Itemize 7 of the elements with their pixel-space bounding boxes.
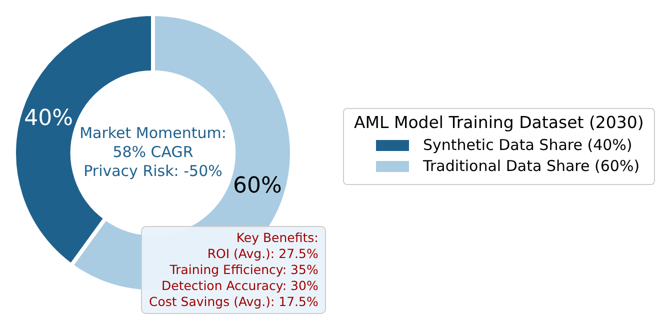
legend-label: Traditional Data Share (60%) [423,157,640,175]
text: Key Benefits: ROI (Avg.): 27.5% Training Efficiency: 35% Detection Accuracy: 30% Cost Savings (Avg.): 17.5% [141,226,326,314]
data-label: 40% [24,106,74,131]
data-label: 60% [232,174,282,199]
legend-label: Synthetic Data Share (40%) [423,136,632,154]
legend-title: AML Model Training Dataset (2030) [354,113,644,132]
text: Market Momentum: 58% CAGR Privacy Risk: -50% [80,124,226,180]
